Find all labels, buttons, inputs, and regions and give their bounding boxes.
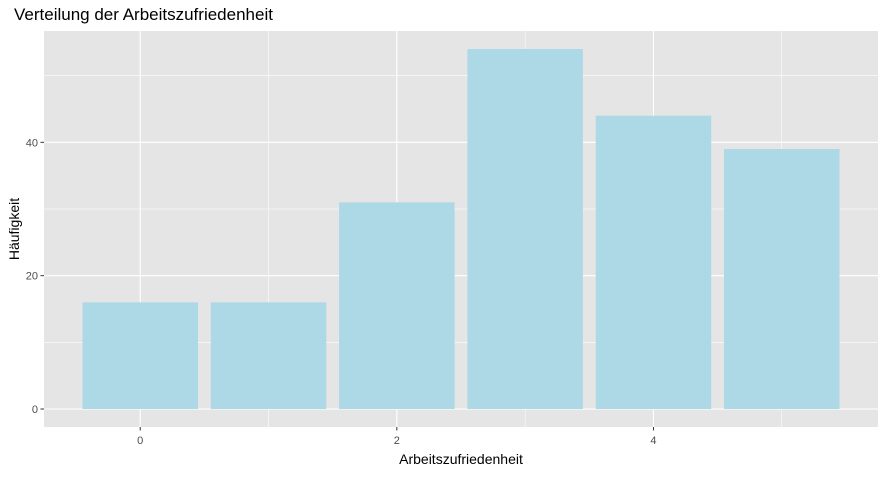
bar: [724, 149, 840, 409]
bar: [595, 115, 712, 410]
bar: [339, 202, 455, 409]
y-tick-label: 40: [26, 137, 38, 149]
bars-layer: [82, 49, 840, 410]
x-axis-ticks: 0 2 4: [137, 427, 657, 447]
x-tick-label: 4: [650, 435, 656, 447]
x-tick-label: 0: [137, 435, 143, 447]
x-tick-label: 2: [394, 435, 400, 447]
chart-title: Verteilung der Arbeitszufriedenheit: [14, 5, 273, 24]
x-axis-title: Arbeitszufriedenheit: [399, 451, 523, 467]
y-axis-title: Häufigkeit: [6, 198, 22, 260]
y-axis-ticks: 0 20 40: [26, 137, 44, 416]
y-tick-label: 0: [32, 404, 38, 416]
bar: [210, 302, 327, 409]
bar: [82, 302, 198, 409]
bar: [467, 49, 583, 409]
y-tick-label: 20: [26, 271, 38, 283]
